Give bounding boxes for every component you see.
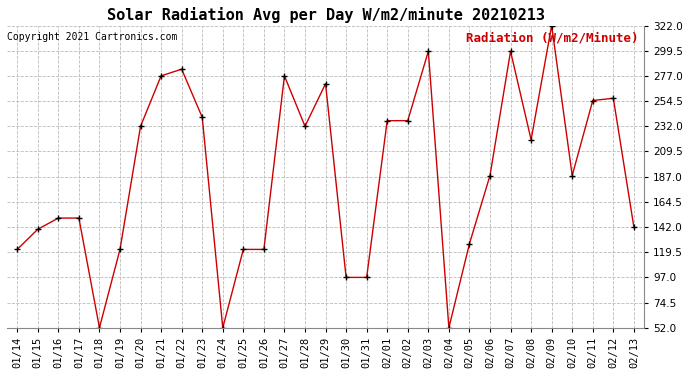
Text: Copyright 2021 Cartronics.com: Copyright 2021 Cartronics.com	[7, 32, 177, 42]
Text: Radiation (W/m2/Minute): Radiation (W/m2/Minute)	[466, 32, 638, 45]
Title: Solar Radiation Avg per Day W/m2/minute 20210213: Solar Radiation Avg per Day W/m2/minute …	[106, 7, 544, 23]
